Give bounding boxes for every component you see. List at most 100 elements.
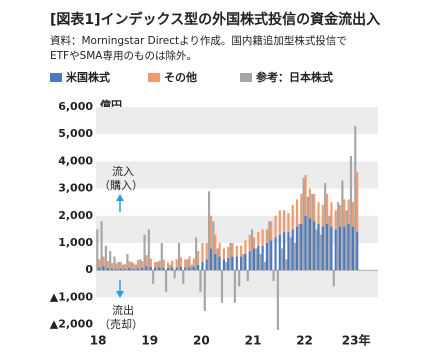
- bar: [268, 221, 271, 271]
- bar: [354, 126, 357, 271]
- bar-segment: [175, 259, 178, 268]
- bar: [152, 270, 155, 284]
- bar-segment: [304, 215, 307, 271]
- bar: [212, 221, 215, 271]
- bar-segment: [265, 242, 268, 271]
- bar-segment: [171, 267, 174, 271]
- bar-segment: [287, 232, 290, 271]
- bar: [130, 262, 133, 271]
- bar-segment: [257, 232, 260, 246]
- annotation: （購入）: [99, 178, 143, 192]
- x-tick-label: 19: [141, 334, 158, 348]
- bar-segment: [218, 242, 221, 257]
- bar-segment: [287, 213, 290, 233]
- bar-segment: [154, 267, 157, 271]
- x-tick-label: 21: [245, 334, 262, 348]
- bar-segment: [326, 223, 329, 271]
- x-tick-label: 18: [90, 334, 107, 348]
- bar-segment: [201, 242, 204, 263]
- bar-segment: [317, 202, 320, 224]
- bar: [324, 183, 327, 271]
- x-tick-label: 23年: [342, 333, 371, 348]
- bar-segment: [115, 263, 118, 269]
- legend-swatch: [50, 73, 62, 82]
- bar: [165, 270, 168, 292]
- bar: [109, 251, 112, 271]
- bar-segment: [283, 210, 286, 233]
- bar-segment: [326, 194, 329, 224]
- bar: [349, 155, 353, 271]
- bar-segment: [128, 261, 131, 268]
- annotation: （売却）: [99, 318, 143, 331]
- bar: [341, 180, 344, 271]
- bar-segment: [343, 226, 346, 271]
- bar-segment: [205, 259, 208, 271]
- bar-segment: [308, 188, 311, 219]
- bar-segment: [257, 245, 260, 271]
- y-tick-label: 4,000: [58, 154, 93, 167]
- bar-segment: [106, 261, 109, 268]
- bar-segment: [128, 267, 131, 271]
- bar: [294, 242, 297, 271]
- bar-segment: [98, 267, 101, 271]
- bar-segment: [132, 263, 135, 269]
- bar-segment: [119, 261, 122, 269]
- annotation: 流出: [112, 303, 134, 317]
- bar-segment: [240, 245, 243, 257]
- bar: [328, 215, 331, 271]
- bar-segment: [166, 267, 170, 271]
- bar: [276, 270, 279, 330]
- bar-segment: [149, 258, 152, 267]
- bar: [233, 270, 236, 303]
- bar-segment: [227, 247, 230, 258]
- bar: [177, 242, 181, 271]
- arrow-up: [116, 194, 124, 212]
- bar-segment: [222, 248, 225, 260]
- bar-segment: [244, 253, 247, 271]
- bar-segment: [248, 251, 251, 271]
- bar-segment: [252, 237, 256, 249]
- bar: [169, 264, 172, 271]
- bar-segment: [347, 199, 350, 224]
- bar-segment: [321, 204, 324, 227]
- bar-segment: [317, 223, 320, 271]
- bar-segment: [351, 202, 354, 227]
- bar-segment: [106, 267, 109, 271]
- bar-segment: [154, 262, 157, 268]
- bar: [203, 270, 206, 311]
- bar: [332, 270, 335, 287]
- bar-segment: [162, 259, 165, 268]
- bar: [126, 253, 129, 271]
- bar-segment: [205, 242, 208, 260]
- chart-title: [図表1]インデックス型の外国株式投信の資金流出入: [50, 11, 380, 28]
- bar-segment: [356, 172, 359, 233]
- bar-segment: [274, 215, 277, 238]
- bar-segment: [179, 257, 182, 267]
- bar-segment: [158, 260, 161, 268]
- bar-segment: [184, 259, 187, 268]
- bar-segment: [291, 229, 294, 271]
- bar-segment: [231, 242, 234, 257]
- bar: [220, 270, 224, 303]
- bar-segment: [222, 259, 225, 271]
- bar-segment: [192, 266, 195, 271]
- bar-segment: [123, 269, 127, 271]
- bar: [216, 248, 219, 271]
- bar-segment: [351, 226, 354, 271]
- bar: [337, 202, 340, 271]
- bar: [315, 229, 318, 271]
- bar-segment: [330, 226, 333, 271]
- grid-band: [96, 270, 378, 298]
- bar-segment: [111, 268, 114, 271]
- bar: [195, 237, 198, 271]
- bar: [229, 242, 232, 271]
- bar-segment: [188, 256, 191, 268]
- grid-band: [96, 107, 378, 135]
- bar: [272, 270, 275, 282]
- bar: [143, 234, 146, 271]
- y-tick-label: 6,000: [58, 100, 93, 113]
- bar: [113, 256, 116, 271]
- bar-segment: [265, 229, 268, 243]
- bar-segment: [261, 245, 264, 271]
- subtitle: 資料：Morningstar Directより作成。国内籍追加型株式投信で: [50, 34, 347, 47]
